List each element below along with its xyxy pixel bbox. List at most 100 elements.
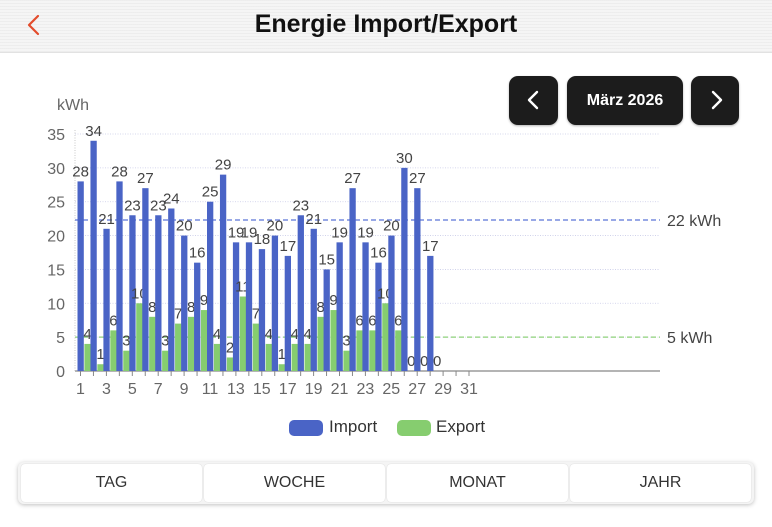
import-data-label: 20	[267, 218, 284, 235]
export-bar	[343, 350, 350, 371]
x-tick-label: 1	[76, 381, 85, 398]
export-data-label: 6	[394, 312, 402, 329]
legend-label-import: Import	[329, 417, 378, 436]
x-tick-label: 25	[382, 381, 400, 398]
tab-day[interactable]: TAG	[21, 464, 202, 502]
import-bar	[336, 242, 343, 371]
back-button[interactable]	[18, 8, 52, 42]
export-bar	[200, 310, 208, 371]
legend-swatch-export	[397, 420, 431, 436]
export-bar	[188, 316, 195, 371]
import-data-label: 27	[137, 170, 154, 187]
import-bar	[284, 255, 291, 371]
tab-year[interactable]: JAHR	[570, 464, 751, 502]
y-tick-label: 30	[47, 161, 65, 178]
y-tick-label: 0	[56, 364, 65, 381]
export-bar	[382, 303, 389, 371]
export-bar	[162, 350, 169, 371]
x-tick-label: 15	[253, 381, 271, 398]
export-bar	[317, 316, 324, 371]
import-data-label: 23	[292, 197, 309, 214]
import-bar	[388, 235, 395, 371]
export-data-label: 8	[187, 299, 195, 316]
export-bar	[123, 350, 130, 371]
header-bar: Energie Import/Export	[0, 0, 772, 53]
import-data-label: 23	[150, 197, 167, 214]
export-bar	[97, 364, 104, 371]
export-data-label: 7	[174, 306, 182, 323]
y-axis-label: kWh	[57, 97, 89, 114]
export-data-label: 8	[148, 299, 156, 316]
export-bar	[278, 364, 285, 371]
export-data-label: 7	[252, 306, 260, 323]
export-bar	[239, 296, 247, 371]
export-data-label: 1	[278, 346, 286, 363]
export-data-label: 6	[109, 312, 117, 329]
export-bar	[136, 303, 143, 371]
import-bar	[116, 181, 123, 371]
chevron-left-icon	[527, 90, 539, 110]
export-bar	[110, 330, 117, 371]
export-data-label: 6	[368, 312, 376, 329]
export-data-label: 9	[329, 292, 337, 309]
export-bar	[213, 343, 221, 371]
export-data-label: 8	[316, 299, 324, 316]
page-title: Energie Import/Export	[254, 10, 518, 38]
x-tick-label: 17	[279, 381, 297, 398]
export-bar	[395, 330, 402, 371]
import-bar	[297, 215, 304, 371]
x-tick-label: 13	[227, 381, 245, 398]
export-data-label: 6	[355, 312, 363, 329]
y-tick-label: 20	[47, 229, 65, 246]
import-bar	[323, 269, 330, 371]
export-bar	[265, 343, 272, 371]
import-bar	[77, 181, 84, 371]
import-bar	[245, 242, 253, 371]
period-tab-bar: TAG WOCHE MONAT JAHR	[18, 462, 754, 504]
x-tick-label: 3	[102, 381, 111, 398]
export-data-label: 0	[420, 353, 428, 370]
export-bar	[84, 343, 91, 371]
export-data-label: 0	[433, 353, 441, 370]
import-data-label: 28	[111, 163, 128, 180]
export-bar	[291, 343, 298, 371]
export-data-label: 2	[226, 339, 234, 356]
x-tick-label: 21	[331, 381, 349, 398]
x-tick-label: 19	[305, 381, 323, 398]
export-bar	[304, 343, 311, 371]
import-data-label: 17	[280, 238, 297, 255]
import-data-label: 15	[318, 251, 335, 268]
import-data-label: 29	[215, 157, 232, 174]
y-tick-label: 35	[47, 127, 65, 144]
import-bar	[168, 208, 175, 371]
previous-month-button[interactable]	[509, 76, 558, 125]
import-data-label: 19	[331, 224, 348, 241]
next-month-button[interactable]	[691, 76, 739, 125]
chart-legend: Import Export	[0, 416, 772, 440]
reference-line-label: 22 kWh	[667, 213, 721, 230]
export-data-label: 4	[291, 326, 299, 343]
x-tick-label: 31	[460, 381, 478, 398]
tab-week[interactable]: WOCHE	[204, 464, 385, 502]
reference-line-label: 5 kWh	[667, 330, 712, 347]
export-data-label: 3	[122, 333, 130, 350]
export-data-label: 4	[83, 326, 91, 343]
tab-month[interactable]: MONAT	[387, 464, 568, 502]
import-bar	[194, 262, 201, 371]
import-bar	[414, 188, 421, 371]
y-tick-label: 25	[47, 195, 65, 212]
import-bar	[90, 140, 97, 371]
x-tick-label: 7	[154, 381, 163, 398]
export-bar	[356, 330, 363, 371]
import-data-label: 28	[72, 163, 89, 180]
import-bar	[129, 215, 136, 371]
export-bar	[369, 330, 376, 371]
import-data-label: 18	[254, 231, 271, 248]
import-data-label: 25	[202, 184, 219, 201]
import-data-label: 16	[370, 245, 387, 262]
export-data-label: 9	[200, 292, 208, 309]
import-bar	[349, 188, 356, 371]
y-tick-label: 15	[47, 262, 65, 279]
export-data-label: 3	[342, 333, 350, 350]
import-bar	[103, 228, 110, 371]
